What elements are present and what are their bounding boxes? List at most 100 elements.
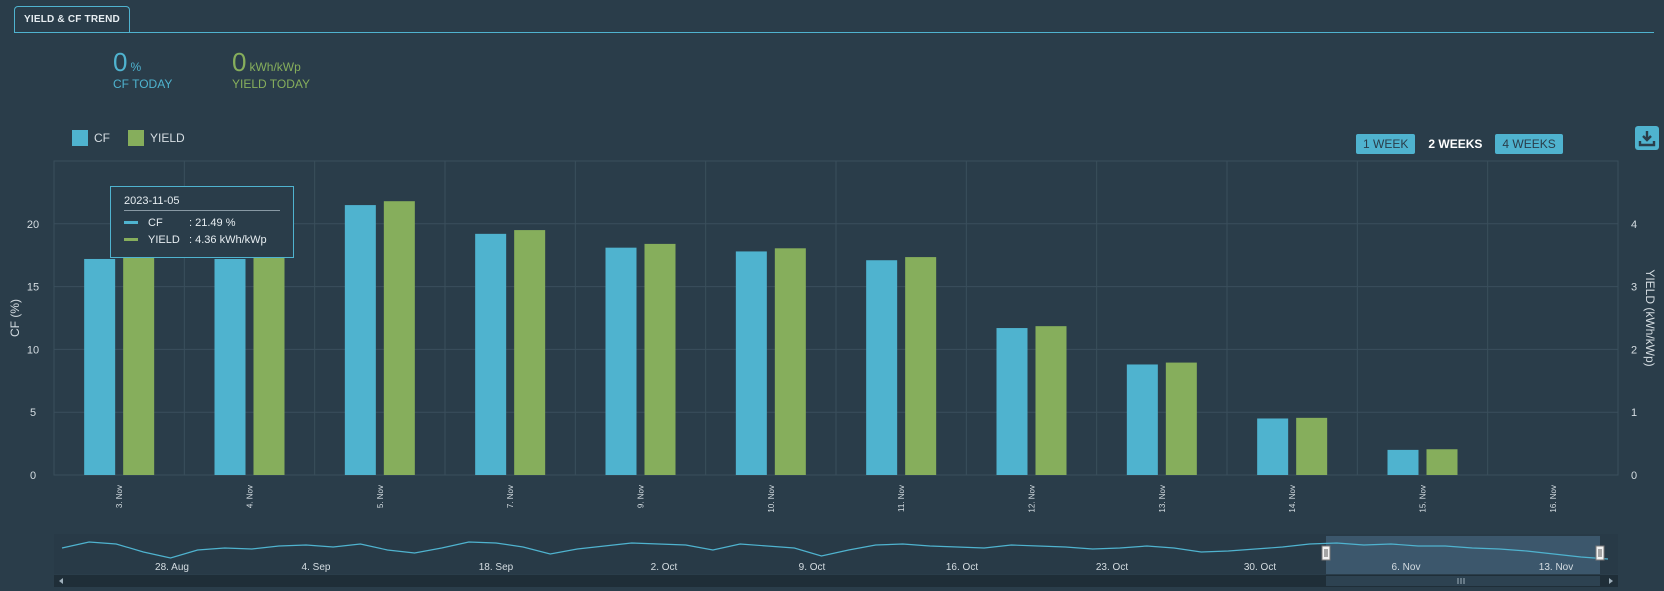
chart-tooltip: 2023-11-05 CF : 21.49 % YIELD : 4.36 kWh… <box>110 186 294 258</box>
legend-swatch-cf <box>72 130 88 146</box>
bar-cf-3[interactable] <box>475 233 507 475</box>
x-tick-11: 16. Nov <box>1549 485 1558 513</box>
bar-yield-0[interactable] <box>123 255 155 475</box>
bar-cf-10[interactable] <box>1387 449 1419 475</box>
bar-yield-2[interactable] <box>383 201 415 475</box>
navigator-label-3: 2. Oct <box>651 562 678 573</box>
x-tick-8: 13. Nov <box>1158 485 1167 513</box>
download-button[interactable] <box>1635 126 1659 150</box>
x-tick-2: 5. Nov <box>376 485 385 508</box>
y-tick-left-3: 15 <box>27 282 39 294</box>
scroll-left-arrow-icon[interactable] <box>59 578 63 584</box>
bar-yield-1[interactable] <box>253 255 285 475</box>
tooltip-marker-cf <box>124 221 138 224</box>
chart-ticks: 0 5 10 15 20 0 1 2 3 4 3. Nov 4. Nov 5. Nov 7. Nov 9. … <box>27 219 1637 513</box>
bar-cf-5[interactable] <box>735 251 767 475</box>
legend-label-yield: YIELD <box>150 131 185 145</box>
chart-legend: CF YIELD <box>72 130 185 146</box>
range-selector: 1 WEEK 2 WEEKS 4 WEEKS <box>1356 134 1563 154</box>
bar-cf-4[interactable] <box>605 247 637 475</box>
kpi-cf-unit: % <box>130 60 142 74</box>
tab-yield-cf-trend[interactable]: YIELD & CF TREND <box>14 6 130 32</box>
y-tick-right-0: 0 <box>1631 470 1637 482</box>
tooltip-date: 2023-11-05 <box>124 195 280 211</box>
x-tick-6: 11. Nov <box>897 485 906 512</box>
tooltip-name-yield: YIELD <box>148 233 180 246</box>
range-1-week-button[interactable]: 1 WEEK <box>1356 134 1416 154</box>
range-4-weeks-button[interactable]: 4 WEEKS <box>1495 134 1563 154</box>
tooltip-value-yield: : 4.36 kWh/kWp <box>189 233 267 246</box>
tooltip-name-cf: CF <box>148 216 163 229</box>
legend-label-cf: CF <box>94 131 110 145</box>
range-2-weeks-button[interactable]: 2 WEEKS <box>1428 137 1483 151</box>
bar-yield-6[interactable] <box>905 257 937 475</box>
navigator-label-2: 18. Sep <box>479 562 514 573</box>
tooltip-marker-yield <box>124 238 138 241</box>
kpi-cf-today: 0% CF TODAY <box>113 48 172 91</box>
kpi-yield-today: 0 kWh/kWp YIELD TODAY <box>232 48 310 91</box>
y-tick-left-1: 5 <box>30 407 36 419</box>
x-tick-0: 3. Nov <box>115 485 124 508</box>
bar-cf-8[interactable] <box>1126 364 1158 475</box>
tooltip-value-cf: : 21.49 % <box>189 216 236 229</box>
y-tick-right-2: 2 <box>1631 344 1637 356</box>
navigator-handle-right[interactable] <box>1595 545 1605 561</box>
y-axis-label-right: YIELD (kWh/kWp) <box>1643 269 1657 366</box>
tab-bar: YIELD & CF TREND <box>14 0 1654 33</box>
navigator-label-6: 23. Oct <box>1096 562 1128 573</box>
bar-cf-6[interactable] <box>866 260 898 475</box>
navigator-handle-left[interactable] <box>1321 545 1331 561</box>
x-tick-10: 15. Nov <box>1419 485 1428 513</box>
navigator-label-1: 4. Sep <box>302 562 331 573</box>
bar-cf-2[interactable] <box>344 205 376 475</box>
navigator-label-5: 16. Oct <box>946 562 978 573</box>
y-tick-right-1: 1 <box>1631 407 1637 419</box>
navigator-label-9: 13. Nov <box>1539 562 1573 573</box>
x-tick-5: 10. Nov <box>767 485 776 513</box>
navigator-series <box>61 541 1609 560</box>
y-tick-right-3: 3 <box>1631 282 1637 294</box>
navigator-label-8: 6. Nov <box>1392 562 1421 573</box>
kpi-cf-label: CF TODAY <box>113 77 173 91</box>
scrollbar-thumb[interactable] <box>1326 576 1600 586</box>
x-tick-7: 12. Nov <box>1028 485 1037 513</box>
bar-cf-7[interactable] <box>996 328 1028 475</box>
bar-yield-8[interactable] <box>1165 362 1197 475</box>
bar-yield-4[interactable] <box>644 243 676 475</box>
bar-yield-3[interactable] <box>514 230 546 475</box>
download-icon <box>1638 131 1656 147</box>
bar-cf-0[interactable] <box>84 258 116 475</box>
navigator-label-7: 30. Oct <box>1244 562 1276 573</box>
bar-yield-10[interactable] <box>1426 449 1458 475</box>
bar-yield-5[interactable] <box>774 248 806 475</box>
navigator-label-4: 9. Oct <box>799 562 826 573</box>
kpi-yield-unit: kWh/kWp <box>249 60 301 74</box>
scroll-right-arrow-icon[interactable] <box>1609 578 1613 584</box>
navigator-selection[interactable] <box>1326 536 1600 574</box>
kpi-cf-value: 0 <box>113 47 128 77</box>
y-tick-right-4: 4 <box>1631 219 1637 231</box>
tooltip-row-yield: YIELD : 4.36 kWh/kWp <box>124 231 280 248</box>
x-tick-4: 9. Nov <box>637 485 646 508</box>
kpi-yield-value: 0 <box>232 47 247 77</box>
navigator: 28. Aug 4. Sep 18. Sep 2. Oct 9. Oct 16. Oct 2… <box>54 534 1618 587</box>
x-tick-1: 4. Nov <box>246 485 255 508</box>
legend-item-yield[interactable]: YIELD <box>128 130 185 146</box>
y-tick-left-2: 10 <box>27 344 39 356</box>
y-axis-label-left: CF (%) <box>8 299 22 337</box>
scrollbar-track[interactable] <box>54 575 1618 587</box>
bar-cf-1[interactable] <box>214 258 246 475</box>
legend-item-cf[interactable]: CF <box>72 130 110 146</box>
kpi-yield-label: YIELD TODAY <box>232 77 311 91</box>
chart-bars <box>84 201 1458 475</box>
y-tick-left-0: 0 <box>30 470 36 482</box>
x-tick-3: 7. Nov <box>506 485 515 508</box>
bar-yield-7[interactable] <box>1035 326 1067 475</box>
y-tick-left-4: 20 <box>27 219 39 231</box>
bar-yield-9[interactable] <box>1296 417 1328 475</box>
bar-cf-9[interactable] <box>1257 418 1289 475</box>
navigator-label-0: 28. Aug <box>155 562 189 573</box>
tooltip-row-cf: CF : 21.49 % <box>124 214 280 231</box>
legend-swatch-yield <box>128 130 144 146</box>
